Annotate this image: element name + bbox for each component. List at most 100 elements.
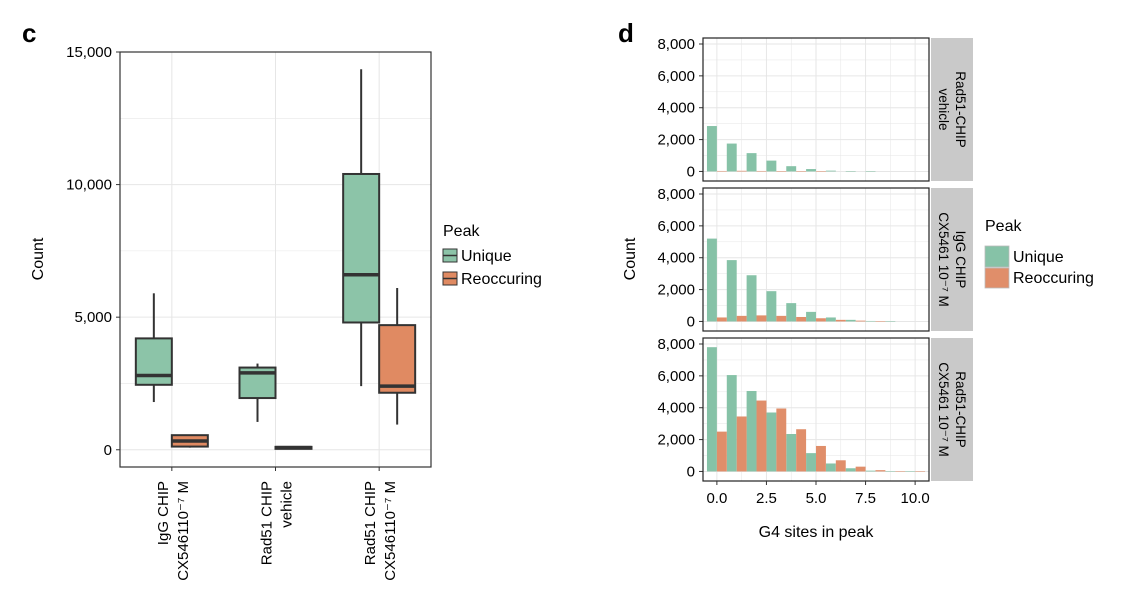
panel-c-x-tick-label-line: Rad51 CHIP [259,481,276,565]
facet-3: 0 2,000 4,000 6,000 8,000 Rad51-CHIPCX5461 10… [657,336,973,482]
panel-d-facet-border [702,37,930,182]
panel-d-legend-unique-swatch [984,245,1010,268]
panel-c-x-axis: IgG CHIP CX546110⁻⁷ M Rad51 CHIP vehicle Rad… [155,467,399,581]
bar-unique [806,311,816,322]
facet-1: 0 2,000 4,000 6,000 8,000 Rad51-CHIPvehicle [657,36,973,182]
panel-c-x-tick-label: IgG CHIP CX546110⁻⁷ M [155,481,192,581]
bar-unique [865,320,876,322]
panel-d-x-tick-label: 5.0 [806,490,827,507]
panel-d-facet-border [702,187,930,332]
panel-c-x-tick-label-line: Rad51 CHIP [362,481,379,565]
panel-d-facet-strip-label: Rad51-CHIPCX5461 10⁻⁷ M [936,362,968,457]
panel-d-y-tick-label: 6,000 [657,68,695,85]
bar-unique [845,319,856,322]
bar-unique [825,170,836,172]
panel-c-y-tick-label: 0 [104,442,112,459]
panel-c-x-tick-label: Rad51 CHIP vehicle [259,481,296,565]
bar-unique [786,434,797,472]
panel-c-legend: Peak Unique Reoccuring [442,223,542,288]
panel-d-y-tick-label: 0 [687,313,695,330]
panel-d-facet-strip-label-line: vehicle [936,88,951,130]
panel-d-y-axis-label: Count [622,237,639,280]
bar-reoccuring [776,171,787,172]
bar-unique [825,463,836,472]
bar-reoccuring [796,429,807,472]
bar-reoccuring [716,170,727,172]
panel-c-letter: c [22,18,36,48]
panel-c-x-tick-label-line: CX546110⁻⁷ M [175,481,192,581]
box-reoccuring [378,324,417,394]
facet-2: 0 2,000 4,000 6,000 8,000 IgG CHIPCX5461 10⁻⁷… [657,186,973,332]
panel-d-y-tick-label: 4,000 [657,100,695,117]
bar-unique [885,471,896,472]
panel-c-gridlines [120,51,431,467]
panel-d-facet-strip [931,338,973,481]
panel-d-y-tick-label: 6,000 [657,368,695,385]
panel-d-facets: 02,0004,0006,0008,000Rad51-CHIPvehicle02… [657,36,973,482]
panel-d-y-tick-label: 2,000 [657,282,695,299]
bar-reoccuring [915,471,926,472]
panel-d-legend-reoccuring-label: Reoccuring [1013,270,1094,287]
bar-reoccuring [835,460,846,472]
panel-d-x-tick-label: 10.0 [901,490,930,507]
bar-reoccuring [756,400,767,472]
bar-unique [786,303,797,322]
bar-unique [766,291,777,322]
panel-c-y-tick-label: 5,000 [74,309,112,326]
bar-reoccuring [756,315,767,322]
panel-c-y-tick-label: 15,000 [66,44,112,61]
panel-d-x-tick-label: 0.0 [706,490,727,507]
bar-reoccuring [736,315,747,322]
bar-unique [746,275,757,322]
bar-reoccuring [716,431,727,472]
bar-unique [706,347,717,472]
bar-unique [726,143,737,172]
panel-d-facet-strip-label-line: IgG CHIP [953,231,968,289]
bar-reoccuring [776,315,787,322]
bar-unique [746,153,757,172]
panel-d-letter: d [618,18,634,48]
bar-reoccuring [855,320,866,322]
bar-reoccuring [816,445,826,472]
bar-unique [806,453,816,472]
bar-unique [865,171,876,172]
bar-unique [766,160,777,172]
bar-reoccuring [875,321,886,322]
bar-unique [726,375,737,472]
panel-d-y-tick-label: 4,000 [657,400,695,417]
panel-d-facet-strip [931,38,973,181]
panel-d-facet-strip-label-line: Rad51-CHIP [953,71,968,148]
box-unique [134,337,173,386]
bar-unique [746,390,757,472]
panel-d-facet-strip-label: IgG CHIPCX5461 10⁻⁷ M [936,212,968,307]
bar-reoccuring [756,170,767,172]
bar-reoccuring [855,466,866,472]
panel-c-x-tick-label-line: CX546110⁻⁷ M [382,481,399,581]
bar-reoccuring [736,416,747,472]
panel-d-facet-strip [931,188,973,331]
panel-d-y-tick-label: 6,000 [657,218,695,235]
bar-reoccuring [776,408,787,472]
panel-d-legend: Peak Unique Reoccuring [984,218,1094,289]
panel-d-legend-title: Peak [985,218,1022,235]
panel-d-y-tick-label: 8,000 [657,36,695,53]
bar-unique [786,166,797,172]
panel-d-y-tick-label: 0 [687,463,695,480]
bar-unique [706,126,717,172]
bar-unique [726,260,737,322]
bar-unique [845,171,856,172]
panel-d-facet-strip-label-line: Rad51-CHIP [953,371,968,448]
panel-c-x-tick-label-line: vehicle [279,481,296,528]
panel-c-legend-unique-label: Unique [461,248,512,265]
bar-reoccuring [895,471,906,472]
bar-reoccuring [816,318,826,322]
bar-reoccuring [796,316,807,322]
panel-c-x-tick-label: Rad51 CHIP CX546110⁻⁷ M [362,481,399,581]
bar-unique [845,468,856,472]
bar-reoccuring [816,171,826,172]
bar-unique [865,470,876,472]
bar-unique [825,317,836,322]
panel-d-y-tick-label: 4,000 [657,250,695,267]
panel-d-facet-strip-label-line: CX5461 10⁻⁷ M [936,212,951,307]
panel-d-facet-strip-label: Rad51-CHIPvehicle [936,71,968,148]
